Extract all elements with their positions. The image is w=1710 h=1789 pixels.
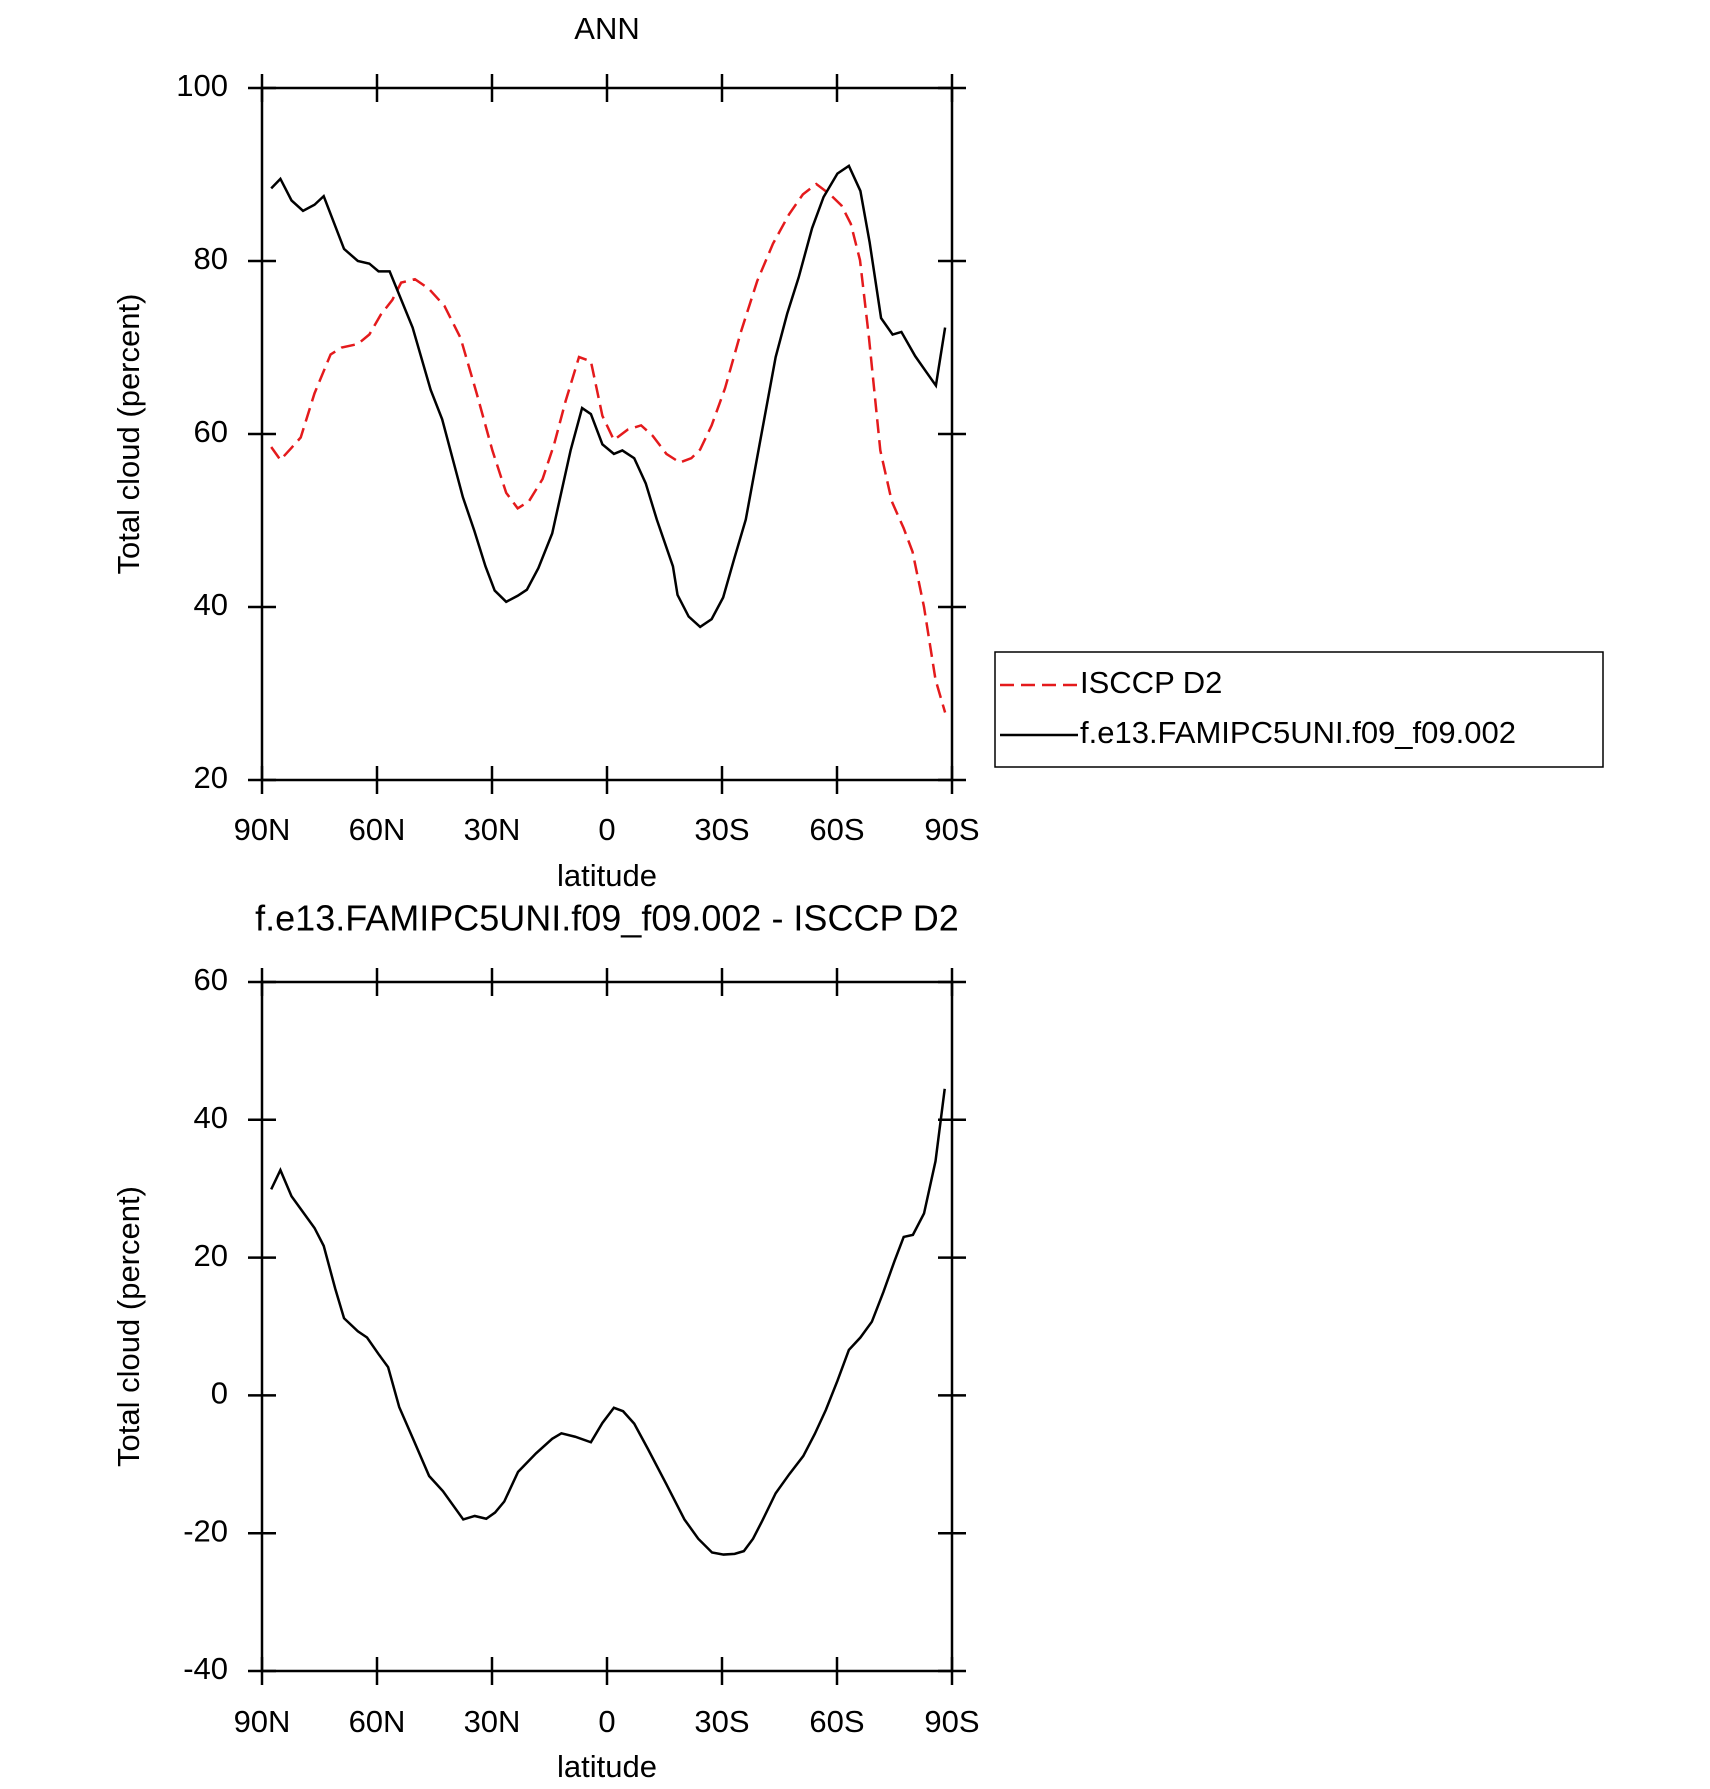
y-tick-label: 20 [194,760,228,795]
x-tick-label: 60N [349,1704,406,1739]
x-tick-label: 90S [924,812,979,847]
y-axis-label: Total cloud (percent) [111,294,146,575]
x-tick-label: 0 [598,812,615,847]
x-tick-label: 90S [924,1704,979,1739]
y-tick-label: 40 [194,1100,228,1135]
plot-frame [260,980,954,1673]
x-tick-label: 90N [234,812,291,847]
plot-frame [260,86,954,782]
y-tick-label: 0 [211,1376,228,1411]
data-line [270,1088,946,1556]
chart-title: f.e13.FAMIPC5UNI.f09_f09.002 - ISCCP D2 [255,898,959,939]
data-line [270,163,947,629]
x-tick-label: 30S [694,1704,749,1739]
x-tick-label: 60N [349,812,406,847]
y-tick-label: -20 [183,1513,228,1548]
x-axis-label: latitude [557,1749,657,1784]
x-axis-label: latitude [557,858,657,893]
y-axis-label: Total cloud (percent) [111,1186,146,1467]
y-tick-label: 80 [194,241,228,276]
x-tick-label: 0 [598,1704,615,1739]
legend-box [994,651,1604,768]
y-tick-label: -40 [183,1651,228,1686]
x-tick-label: 60S [809,1704,864,1739]
y-tick-label: 100 [176,68,228,103]
y-tick-label: 60 [194,962,228,997]
chart-title: ANN [574,11,639,46]
legend-label: ISCCP D2 [1080,665,1222,700]
x-tick-label: 30N [464,812,521,847]
y-tick-label: 60 [194,414,228,449]
x-tick-label: 60S [809,812,864,847]
y-tick-label: 40 [194,587,228,622]
data-line [270,182,947,713]
y-tick-label: 20 [194,1238,228,1273]
legend-label: f.e13.FAMIPC5UNI.f09_f09.002 [1080,715,1516,750]
x-tick-label: 30N [464,1704,521,1739]
x-tick-label: 30S [694,812,749,847]
x-tick-label: 90N [234,1704,291,1739]
